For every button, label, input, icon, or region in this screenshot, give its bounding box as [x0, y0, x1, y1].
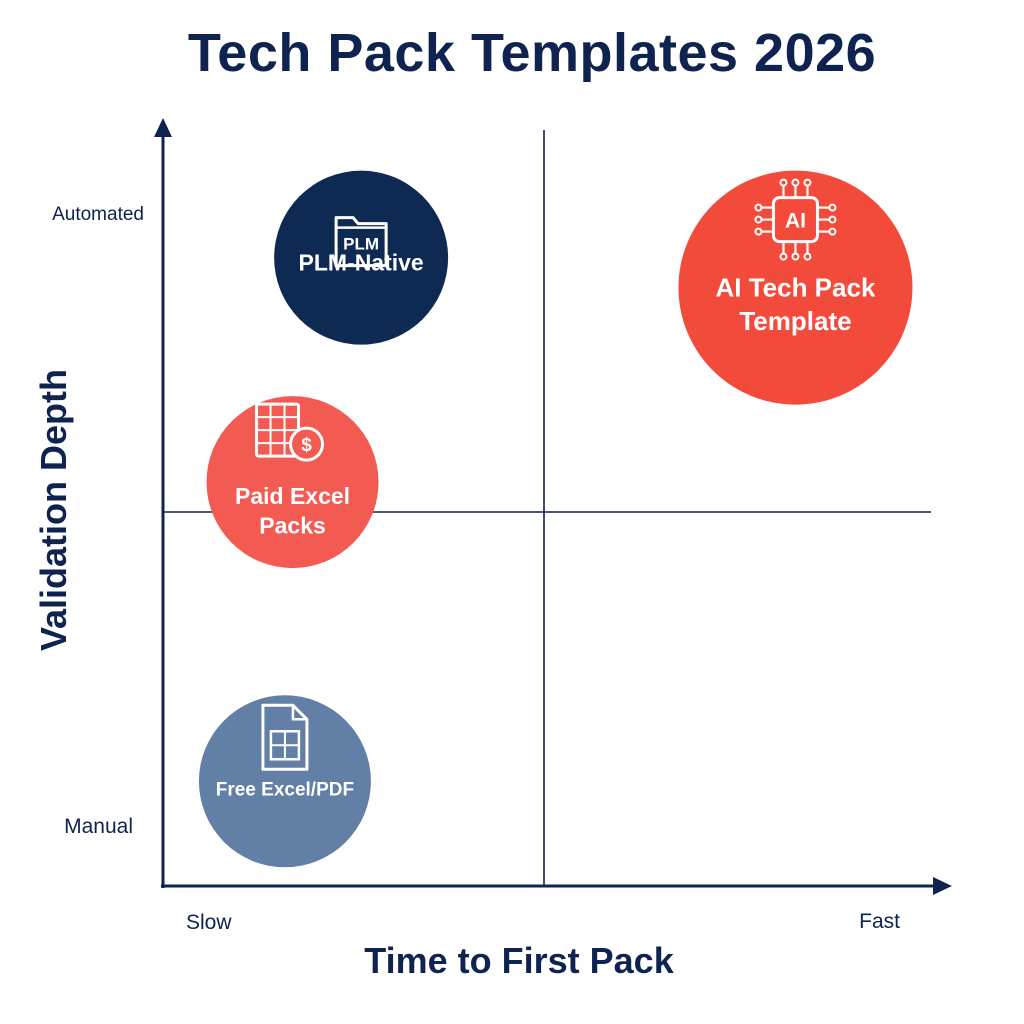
x-axis-label: Time to First Pack	[364, 940, 674, 981]
y-axis-arrow-icon	[154, 118, 172, 137]
data-point-label: Paid Excel Packs	[235, 483, 350, 538]
x-tick-slow: Slow	[186, 911, 232, 934]
data-point-label: AI Tech Pack Template	[715, 273, 875, 336]
data-point: Free Excel/PDF	[198, 695, 371, 868]
data-point-circle	[678, 170, 913, 405]
data-point-label: Free Excel/PDF	[216, 779, 354, 800]
document-grid-icon	[261, 703, 309, 771]
data-point: $ Paid Excel Packs	[206, 396, 379, 569]
y-tick-manual: Manual	[64, 815, 133, 838]
data-point-circle	[198, 695, 371, 868]
chart-title: Tech Pack Templates 2026	[187, 23, 877, 83]
ai-chip-icon: AI	[754, 178, 837, 261]
data-point-circle	[274, 170, 449, 345]
icon-text: AI	[785, 210, 806, 233]
y-tick-automated: Automated	[52, 204, 144, 225]
x-axis-arrow-icon	[933, 877, 952, 895]
data-point-label: PLM-Native	[298, 250, 423, 276]
plm-folder-icon: PLM	[334, 216, 388, 268]
y-axis	[154, 118, 172, 888]
x-tick-fast: Fast	[859, 910, 900, 933]
data-point-circle	[206, 396, 379, 569]
icon-text: PLM	[343, 235, 379, 254]
spreadsheet-dollar-icon: $	[255, 402, 325, 462]
icon-text: $	[301, 435, 312, 456]
x-axis	[161, 877, 952, 895]
data-point: AI AI Tech Pack Template	[678, 170, 913, 405]
y-axis-label: Validation Depth	[33, 368, 74, 652]
